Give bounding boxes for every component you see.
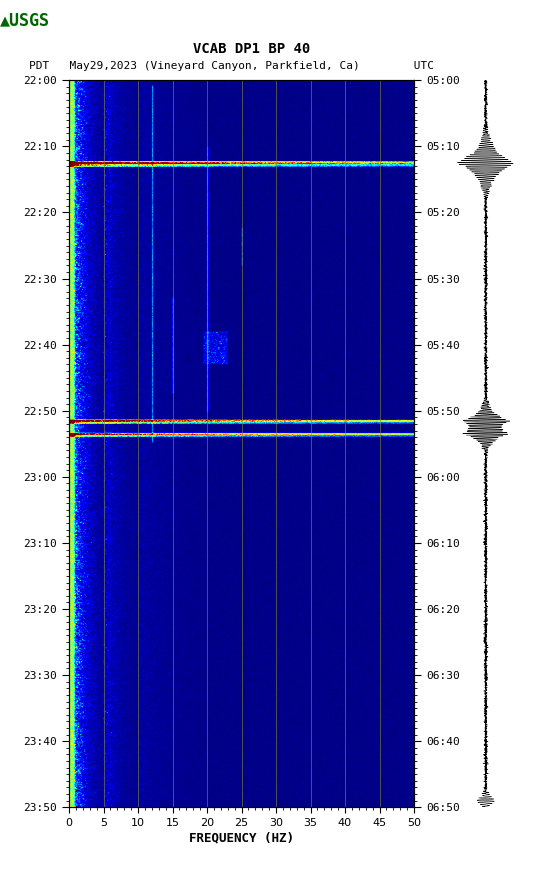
Text: ▲USGS: ▲USGS [0,11,50,29]
Text: PDT   May29,2023 (Vineyard Canyon, Parkfield, Ca)        UTC: PDT May29,2023 (Vineyard Canyon, Parkfie… [29,61,434,71]
Text: VCAB DP1 BP 40: VCAB DP1 BP 40 [193,42,310,56]
X-axis label: FREQUENCY (HZ): FREQUENCY (HZ) [189,832,294,845]
